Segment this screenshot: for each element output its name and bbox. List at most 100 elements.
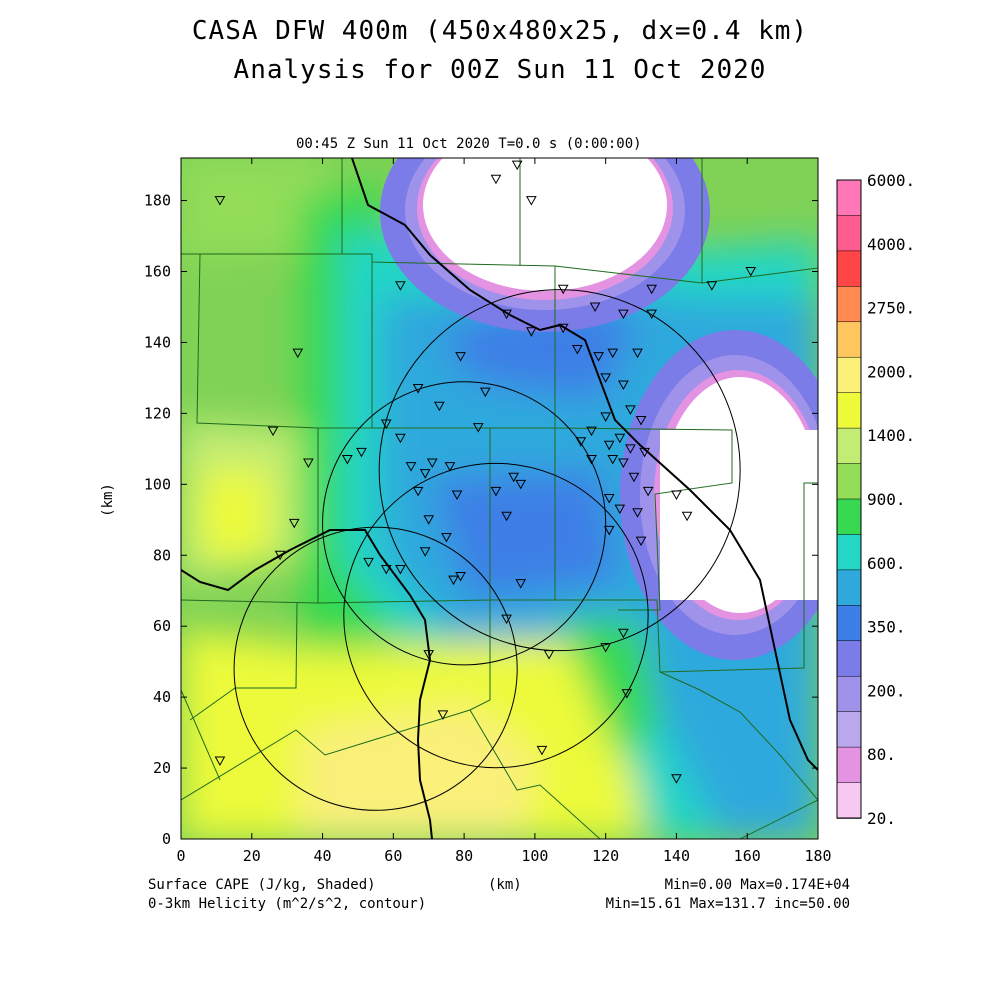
legend-label: 2000. <box>867 362 915 381</box>
legend-swatch <box>836 534 862 571</box>
station-marker <box>341 454 353 465</box>
station-marker <box>267 426 279 437</box>
station-marker <box>515 479 527 490</box>
legend-swatch <box>836 321 862 358</box>
station-marker <box>642 486 654 497</box>
station-marker <box>557 323 569 334</box>
station-marker <box>671 490 682 500</box>
station-marker <box>214 196 226 206</box>
station-marker <box>490 486 502 497</box>
station-marker <box>621 689 633 699</box>
y-axis-label: (km) <box>100 483 116 517</box>
station-marker <box>363 557 374 568</box>
station-marker <box>603 494 615 504</box>
station-marker <box>635 536 647 547</box>
legend-swatch <box>836 356 862 394</box>
station-marker <box>681 511 693 522</box>
station-marker <box>214 756 226 766</box>
x-tick-label: 140 <box>663 847 690 865</box>
station-marker <box>437 710 449 720</box>
legend-swatch <box>836 605 862 642</box>
station-marker <box>303 458 314 469</box>
helicity-ring <box>378 289 741 652</box>
station-markers <box>214 160 757 784</box>
legend-label: 6000. <box>867 171 915 190</box>
figure-title-line2: Analysis for 00Z Sun 11 Oct 2020 <box>233 55 767 85</box>
station-marker <box>395 564 406 575</box>
station-marker <box>603 525 615 536</box>
station-marker <box>639 447 650 458</box>
station-marker <box>423 650 435 660</box>
x-tick-label: 80 <box>455 847 473 865</box>
legend-label: 600. <box>867 554 906 573</box>
legend-swatch <box>836 392 862 429</box>
station-marker <box>508 472 520 483</box>
station-marker <box>745 267 757 277</box>
station-marker <box>501 614 512 625</box>
station-marker <box>607 454 619 465</box>
station-marker <box>501 309 512 320</box>
station-marker <box>274 550 286 561</box>
station-marker <box>433 401 445 412</box>
station-marker <box>412 486 424 497</box>
y-tick-label: 100 <box>144 475 171 493</box>
y-tick-label: 60 <box>153 617 171 635</box>
x-tick-label: 120 <box>592 847 619 865</box>
station-marker <box>455 352 466 362</box>
x-tick-label: 180 <box>804 847 831 865</box>
station-marker <box>706 281 718 291</box>
legend-swatch <box>836 215 862 252</box>
legend-swatch <box>836 675 862 713</box>
station-marker <box>589 302 601 312</box>
station-marker <box>646 309 658 320</box>
y-tick-label: 80 <box>153 546 171 564</box>
station-marker <box>451 490 463 500</box>
cape-shading <box>181 158 818 839</box>
y-tick-label: 120 <box>144 404 171 422</box>
y-tick-label: 0 <box>162 830 171 848</box>
station-marker <box>479 387 491 398</box>
station-marker <box>501 511 512 522</box>
station-marker <box>525 196 537 206</box>
x-tick-label: 40 <box>314 847 332 865</box>
station-marker <box>525 327 537 337</box>
legend-swatch <box>836 569 862 607</box>
station-marker <box>472 423 484 433</box>
station-marker <box>600 412 612 422</box>
legend-label: 350. <box>867 618 906 637</box>
plot-frame <box>180 157 819 840</box>
y-tick-label: 20 <box>153 759 171 777</box>
helicity-ring <box>233 526 518 811</box>
legend-swatch <box>836 711 862 748</box>
station-marker <box>557 284 569 295</box>
station-marker <box>395 433 406 444</box>
legend-frame <box>836 179 862 819</box>
legend-label: 900. <box>867 490 906 509</box>
station-marker <box>618 309 629 320</box>
station-marker <box>646 284 658 295</box>
x-tick-label: 20 <box>243 847 261 865</box>
station-marker <box>412 384 424 394</box>
station-marker <box>625 405 636 415</box>
legend-swatch <box>836 782 862 819</box>
footer-contour-label: 0-3km Helicity (m^2/s^2, contour) <box>148 896 427 912</box>
legend-swatch <box>836 498 862 536</box>
station-marker <box>441 533 452 543</box>
station-marker <box>395 281 406 291</box>
legend-swatch <box>836 179 862 217</box>
station-marker <box>444 462 456 472</box>
station-marker <box>600 373 612 383</box>
station-marker <box>632 348 643 359</box>
station-marker <box>515 579 527 589</box>
station-marker <box>607 348 619 359</box>
legend-swatch <box>836 286 862 323</box>
legend-swatch <box>836 640 862 677</box>
station-marker <box>593 352 604 362</box>
y-tick-label: 40 <box>153 688 171 706</box>
station-marker <box>380 564 392 575</box>
legend-label: 2750. <box>867 299 915 318</box>
footer-contour-range: Min=15.61 Max=131.7 inc=50.00 <box>605 896 850 912</box>
station-marker <box>511 160 523 171</box>
